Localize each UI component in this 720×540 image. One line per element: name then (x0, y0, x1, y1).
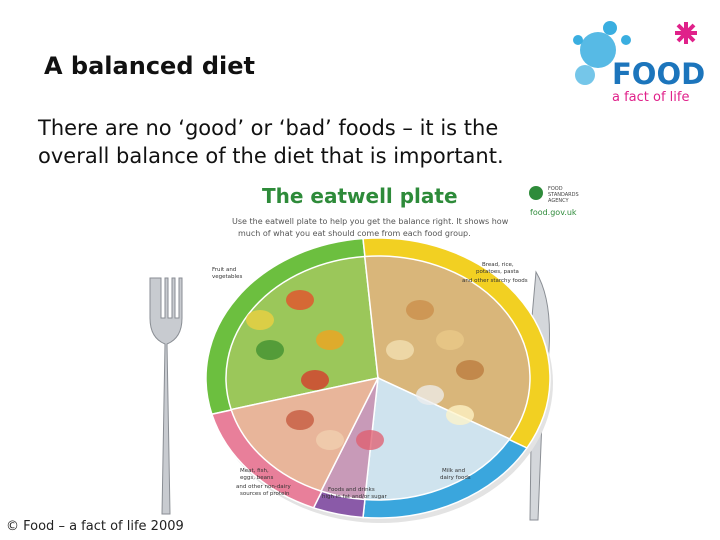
food-item (446, 405, 474, 425)
group-label: eggs, beans (240, 475, 273, 481)
footer: © Food – a fact of life 2009 (6, 519, 184, 534)
food-item (286, 290, 314, 310)
body-text: There are no ‘good’ or ‘bad’ foods – it … (38, 116, 499, 140)
logo: FOOD a fact of life (573, 21, 705, 105)
plate-labels: Fruit and vegetables Bread, rice, potato… (212, 262, 528, 500)
fruit-veg-segment (225, 255, 379, 411)
food-item (316, 330, 344, 350)
group-label: Foods and drinks (328, 487, 375, 493)
food-item (316, 430, 344, 450)
body-text: overall balance of the diet that is impo… (38, 144, 504, 168)
food-item (356, 430, 384, 450)
plate-heading: The eatwell plate (262, 184, 458, 208)
group-label: dairy foods (440, 475, 471, 481)
logo-tagline: a fact of life (612, 90, 689, 105)
food-item (416, 385, 444, 405)
group-label: Meat, fish, (240, 468, 269, 474)
food-item (256, 340, 284, 360)
agency: STANDARDS (548, 192, 579, 198)
group-label: Fruit and (212, 267, 236, 273)
group-label: sources of protein (240, 491, 290, 497)
group-label: Milk and (442, 468, 465, 474)
plate-intro: Use the eatwell plate to help you get th… (232, 217, 509, 226)
food-item (436, 330, 464, 350)
food-item (456, 360, 484, 380)
group-label: potatoes, pasta (476, 269, 519, 275)
food-item (386, 340, 414, 360)
food-item (406, 300, 434, 320)
food-item (301, 370, 329, 390)
group-label: vegetables (212, 274, 242, 280)
fork (149, 277, 183, 515)
plate-intro: much of what you eat should come from ea… (238, 229, 471, 238)
slide-title: A balanced diet (44, 52, 256, 80)
group-label: high in fat and/or sugar (322, 494, 388, 500)
dairy-segment (363, 376, 511, 501)
group-label: Bread, rice, (482, 262, 514, 268)
food-item (286, 410, 314, 430)
group-label: and other non-dairy (236, 484, 291, 490)
agency: AGENCY (548, 198, 570, 204)
plate (205, 237, 553, 523)
logo-word: FOOD (612, 57, 705, 91)
agency: FOOD (548, 186, 563, 192)
group-label: and other starchy foods (462, 278, 528, 284)
food-item (246, 310, 274, 330)
protein-segment (230, 376, 380, 493)
website: food.gov.uk (530, 208, 577, 217)
